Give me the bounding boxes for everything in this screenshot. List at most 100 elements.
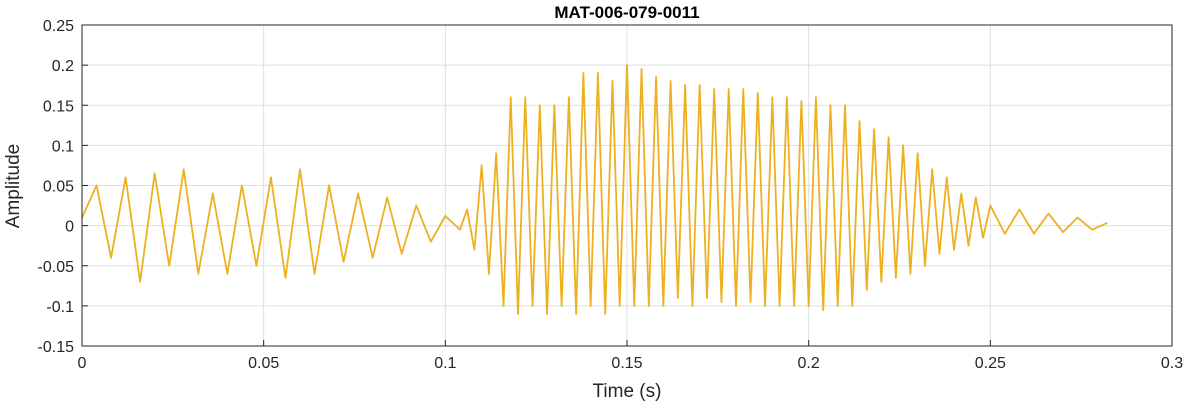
waveform-data-point: [822, 308, 825, 311]
waveform-data-point: [560, 304, 563, 307]
waveform-data-point: [139, 280, 142, 283]
waveform-data-point: [110, 256, 112, 259]
waveform-data-point: [357, 192, 360, 195]
x-tick-label: 0.2: [798, 355, 820, 372]
waveform-data-point: [640, 68, 643, 71]
waveform-data-point: [909, 272, 912, 275]
waveform-data-point: [124, 176, 127, 179]
waveform-data-point: [517, 313, 519, 315]
x-tick-label: 0.05: [248, 355, 279, 372]
waveform-data-point: [444, 215, 447, 217]
x-tick-label: 0.25: [975, 355, 1006, 372]
y-tick-label: 0.1: [52, 138, 74, 155]
waveform-data-point: [1003, 232, 1006, 235]
waveform-data-point: [924, 264, 926, 267]
chart-title: MAT-006-079-0011: [554, 3, 699, 22]
waveform-data-point: [676, 296, 679, 299]
waveform-data-point: [1018, 208, 1021, 211]
waveform-data-point: [851, 304, 854, 307]
waveform-data-point: [153, 172, 156, 175]
waveform-data-point: [873, 128, 875, 131]
x-tick-label: 0.1: [434, 355, 456, 372]
waveform-data-point: [1076, 216, 1079, 219]
axis-ticks: 0 0.05 0.1 0.15 0.2 0.25 0.3 -0.15 -0.1 -0.05 0 0.0…: [38, 18, 1184, 372]
waveform-data-point: [415, 204, 418, 207]
waveform-data-point: [495, 152, 498, 155]
waveform-data-point: [1091, 228, 1093, 231]
waveform-data-point: [894, 276, 897, 279]
waveform-data-point: [1033, 232, 1035, 235]
waveform-data-point: [466, 208, 469, 211]
waveform-data-point: [386, 196, 389, 199]
waveform-data-point: [473, 248, 476, 251]
waveform-data-point: [1047, 212, 1050, 215]
waveform-data-point: [538, 104, 541, 107]
waveform-data-point: [684, 84, 687, 87]
waveform-data-point: [328, 184, 330, 187]
waveform-data-point: [836, 304, 839, 307]
waveform-data-point: [284, 276, 287, 279]
waveform-data-point: [655, 76, 657, 79]
waveform-data-point: [553, 104, 556, 107]
waveform-data-point: [793, 304, 796, 307]
y-tick-label: -0.05: [38, 259, 75, 276]
waveform-data-point: [589, 304, 592, 307]
waveform-data-point: [691, 304, 694, 307]
waveform-data-point: [633, 304, 636, 307]
waveform-data-point: [662, 304, 665, 307]
waveform-data-point: [778, 304, 781, 307]
waveform-data-point: [604, 313, 607, 315]
waveform-data-point: [168, 264, 171, 267]
waveform-data-point: [502, 304, 505, 307]
waveform-data-point: [597, 72, 599, 75]
waveform-data-point: [567, 96, 570, 99]
x-tick-label: 0.3: [1161, 355, 1183, 372]
waveform-data-point: [95, 184, 98, 187]
y-tick-label: -0.1: [46, 299, 74, 316]
waveform-data-point: [880, 280, 883, 283]
waveform-data-point: [582, 72, 585, 75]
waveform-data-point: [400, 252, 403, 255]
waveform-data-point: [720, 300, 723, 303]
waveform-data-point: [727, 88, 730, 91]
waveform-series-line: [81, 64, 1107, 315]
waveform-data-point: [211, 192, 214, 195]
waveform-data-point: [647, 304, 650, 307]
waveform-data-point: [974, 196, 977, 199]
waveform-data-point: [524, 96, 527, 99]
waveform-data-point: [488, 272, 490, 275]
y-tick-label: 0.15: [43, 98, 74, 115]
plot-area: [81, 64, 1108, 315]
waveform-data-point: [182, 168, 185, 171]
waveform-data-point: [313, 272, 316, 275]
waveform-data-point: [865, 288, 868, 291]
waveform-data-point: [764, 304, 766, 307]
waveform-data-point: [669, 80, 672, 83]
waveform-data-point: [270, 176, 272, 179]
waveform-data-point: [749, 300, 752, 303]
waveform-data-point: [226, 272, 229, 275]
waveform-data-point: [844, 104, 846, 107]
waveform-data-point: [807, 304, 810, 307]
waveform-data-point: [240, 184, 243, 187]
waveform-data-point: [342, 260, 345, 263]
waveform-data-point: [756, 92, 759, 95]
y-tick-label: 0: [65, 219, 74, 236]
waveform-data-point: [742, 88, 745, 91]
waveform-data-point: [931, 168, 934, 171]
waveform-data-point: [902, 144, 905, 147]
waveform-data-point: [982, 236, 984, 239]
waveform-data-point: [371, 256, 374, 259]
y-tick-label: -0.15: [38, 339, 75, 356]
y-tick-label: 0.25: [43, 18, 74, 35]
waveform-data-point: [989, 204, 992, 207]
waveform-data-point: [480, 164, 483, 167]
waveform-data-point: [953, 248, 955, 251]
waveform-data-point: [531, 304, 534, 307]
waveform-data-point: [429, 240, 432, 243]
waveform-data-point: [509, 96, 512, 99]
waveform-data-point: [575, 313, 578, 315]
x-tick-label: 0: [78, 355, 87, 372]
waveform-data-point: [618, 304, 621, 307]
